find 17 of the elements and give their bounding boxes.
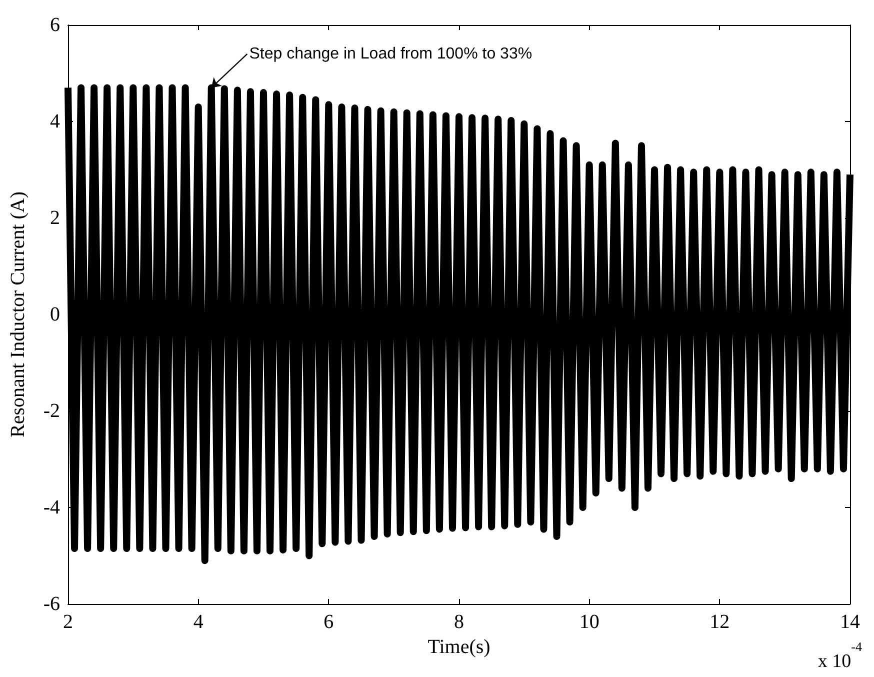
x-tick-label: 6: [324, 611, 334, 633]
y-tick-label: -2: [43, 400, 60, 422]
x-tick-label: 10: [579, 611, 600, 633]
text: x 10-4: [818, 639, 862, 672]
x-tick-label: 8: [454, 611, 464, 633]
y-tick-label: 4: [50, 110, 60, 132]
y-axis-title: Resonant Inductor Current (A): [7, 191, 29, 438]
x-tick-label: 12: [710, 611, 730, 633]
annotation: Step change in Load from 100% to 33%: [249, 45, 532, 62]
x-tick-label: 4: [193, 611, 204, 633]
x-tick-label: 14: [840, 611, 860, 633]
y-tick-label: -4: [43, 496, 60, 518]
y-tick-label: 2: [50, 207, 60, 229]
x-axis-title: Time(s): [428, 636, 490, 658]
y-tick-label: 6: [50, 14, 60, 36]
y-tick-label: 0: [50, 304, 60, 326]
y-tick-label: -6: [43, 593, 60, 615]
